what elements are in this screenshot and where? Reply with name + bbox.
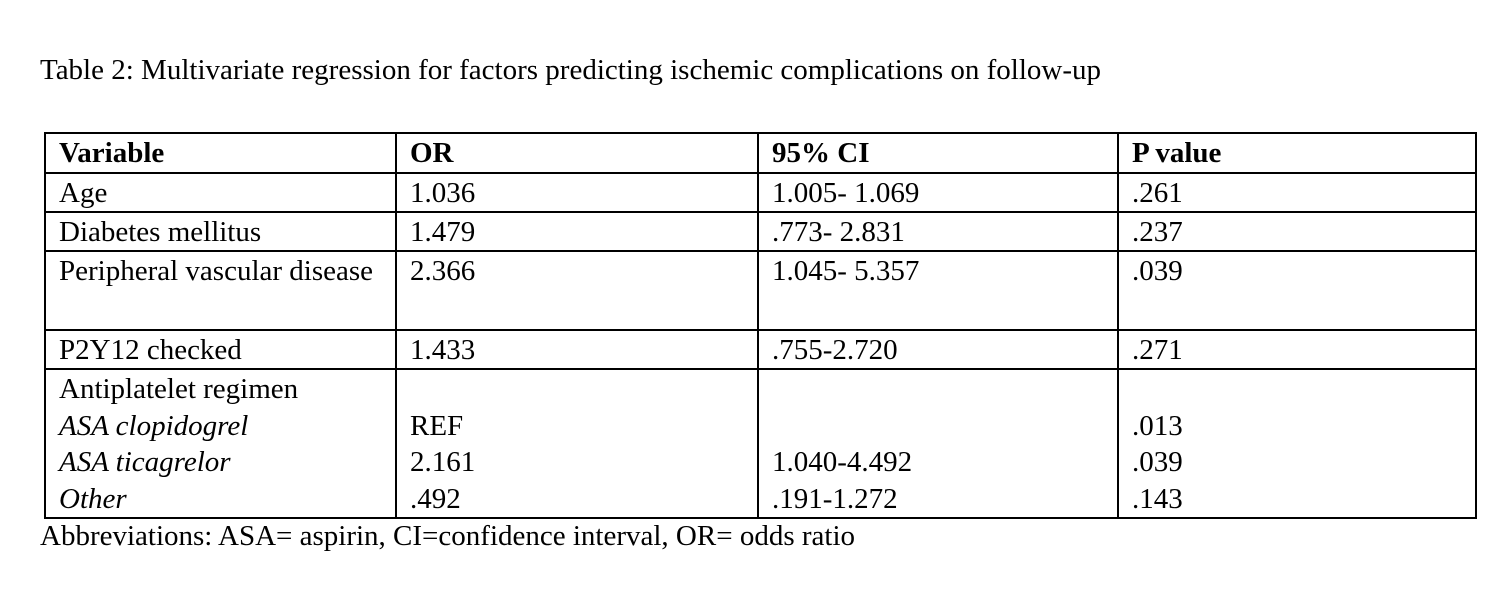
cell-variable: Antiplatelet regimen ASA clopidogrel ASA… [44,368,397,519]
cell-ci: 1.005- 1.069 [757,172,1119,213]
cell-variable: P2Y12 checked [44,329,397,370]
group-value: 1.040-4.492 [772,446,913,478]
column-header-pvalue: P value [1117,132,1477,174]
group-sub-label: ASA ticagrelor [59,446,231,478]
cell-variable: Peripheral vascular disease [44,250,397,331]
group-value: .013 [1132,409,1183,442]
regression-table: Variable OR 95% CI P value Age 1.036 1.0… [44,132,1477,519]
table-caption: Table 2: Multivariate regression for fac… [40,54,1101,86]
table-header-row: Variable OR 95% CI P value [44,132,1477,174]
group-value [772,408,1107,445]
cell-ci: .755-2.720 [757,329,1119,370]
group-value: .492 [410,482,461,515]
cell-pvalue: .013 .039 .143 [1117,368,1477,519]
group-value: .039 [1132,446,1183,478]
group-value: 2.161 [410,446,476,478]
cell-pvalue: .261 [1117,172,1477,213]
column-header-or: OR [395,132,759,174]
table-row: Age 1.036 1.005- 1.069 .261 [44,172,1477,213]
table-row: P2Y12 checked 1.433 .755-2.720 .271 [44,329,1477,370]
cell-ci: 1.040-4.492 .191-1.272 [757,368,1119,519]
group-value: REF [410,409,464,442]
table-row: Peripheral vascular disease 2.366 1.045-… [44,250,1477,331]
cell-ci: 1.045- 5.357 [757,250,1119,331]
group-label: Antiplatelet regimen [59,373,299,405]
group-value [772,371,1107,408]
group-value [1132,371,1465,408]
column-header-ci: 95% CI [757,132,1119,174]
group-sub-label: Other [59,482,127,515]
table-row: Diabetes mellitus 1.479 .773- 2.831 .237 [44,211,1477,252]
cell-variable: Age [44,172,397,213]
cell-or: 1.479 [395,211,759,252]
table-row-antiplatelet-group: Antiplatelet regimen ASA clopidogrel ASA… [44,368,1477,519]
cell-variable: Diabetes mellitus [44,211,397,252]
cell-or: REF 2.161 .492 [395,368,759,519]
cell-or: 1.036 [395,172,759,213]
group-value: .191-1.272 [772,482,898,515]
group-sub-label: ASA clopidogrel [59,409,249,442]
group-value [410,371,747,408]
cell-or: 1.433 [395,329,759,370]
cell-pvalue: .271 [1117,329,1477,370]
abbreviations-footnote: Abbreviations: ASA= aspirin, CI=confiden… [40,520,856,552]
cell-pvalue: .039 [1117,250,1477,331]
cell-ci: .773- 2.831 [757,211,1119,252]
cell-or: 2.366 [395,250,759,331]
cell-pvalue: .237 [1117,211,1477,252]
group-value: .143 [1132,482,1183,515]
column-header-variable: Variable [44,132,397,174]
